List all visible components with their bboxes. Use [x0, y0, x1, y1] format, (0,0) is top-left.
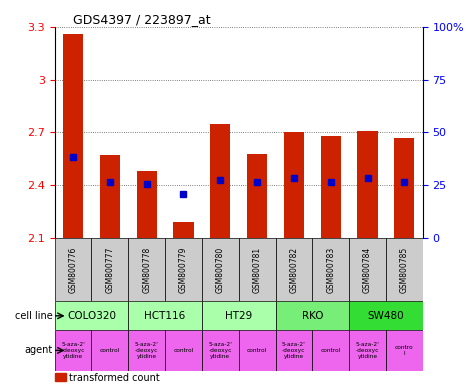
- Bar: [349, 330, 386, 371]
- Bar: [128, 301, 202, 330]
- Text: GSM800777: GSM800777: [105, 247, 114, 293]
- Bar: [173, 222, 194, 238]
- Text: 5-aza-2'
-deoxyc
ytidine: 5-aza-2' -deoxyc ytidine: [135, 342, 159, 359]
- Text: GSM800784: GSM800784: [363, 247, 372, 293]
- Text: control: control: [100, 348, 120, 353]
- Bar: [165, 330, 202, 371]
- Bar: [349, 238, 386, 301]
- Text: GSM800779: GSM800779: [179, 247, 188, 293]
- Bar: [55, 330, 91, 371]
- Text: agent: agent: [25, 345, 53, 356]
- Bar: [128, 238, 165, 301]
- Bar: [357, 131, 378, 238]
- Text: 5-aza-2'
-deoxyc
ytidine: 5-aza-2' -deoxyc ytidine: [356, 342, 380, 359]
- Text: control: control: [173, 348, 194, 353]
- Text: GSM800785: GSM800785: [400, 247, 409, 293]
- Text: RKO: RKO: [302, 311, 323, 321]
- Bar: [202, 238, 238, 301]
- Bar: [276, 238, 313, 301]
- Text: 5-aza-2'
-deoxyc
ytidine: 5-aza-2' -deoxyc ytidine: [209, 342, 232, 359]
- Bar: [247, 154, 267, 238]
- Bar: [55, 373, 66, 381]
- Bar: [55, 301, 128, 330]
- Text: contro
l: contro l: [395, 345, 414, 356]
- Bar: [165, 238, 202, 301]
- Text: cell line: cell line: [15, 311, 53, 321]
- Text: 5-aza-2'
-deoxyc
ytidine: 5-aza-2' -deoxyc ytidine: [282, 342, 306, 359]
- Text: control: control: [247, 348, 267, 353]
- Bar: [91, 238, 128, 301]
- Bar: [63, 34, 83, 238]
- Text: HT29: HT29: [225, 311, 252, 321]
- Bar: [284, 132, 304, 238]
- Bar: [238, 330, 276, 371]
- Bar: [276, 330, 313, 371]
- Text: HCT116: HCT116: [144, 311, 186, 321]
- Bar: [238, 238, 276, 301]
- Bar: [202, 301, 276, 330]
- Text: GSM800781: GSM800781: [253, 247, 262, 293]
- Bar: [91, 330, 128, 371]
- Bar: [386, 238, 423, 301]
- Bar: [202, 330, 238, 371]
- Text: GSM800782: GSM800782: [289, 247, 298, 293]
- Bar: [136, 171, 157, 238]
- Text: GSM800780: GSM800780: [216, 247, 225, 293]
- Bar: [349, 301, 423, 330]
- Bar: [394, 138, 415, 238]
- Text: GSM800783: GSM800783: [326, 247, 335, 293]
- Text: GSM800778: GSM800778: [142, 247, 151, 293]
- Text: SW480: SW480: [368, 311, 404, 321]
- Bar: [55, 238, 91, 301]
- Bar: [321, 136, 341, 238]
- Bar: [313, 238, 349, 301]
- Text: GSM800776: GSM800776: [68, 247, 77, 293]
- Text: control: control: [321, 348, 341, 353]
- Text: GDS4397 / 223897_at: GDS4397 / 223897_at: [73, 13, 210, 26]
- Bar: [386, 330, 423, 371]
- Bar: [100, 156, 120, 238]
- Text: COLO320: COLO320: [67, 311, 116, 321]
- Bar: [313, 330, 349, 371]
- Bar: [276, 301, 349, 330]
- Text: transformed count: transformed count: [69, 373, 160, 383]
- Bar: [210, 124, 230, 238]
- Bar: [128, 330, 165, 371]
- Text: 5-aza-2'
-deoxyc
ytidine: 5-aza-2' -deoxyc ytidine: [61, 342, 85, 359]
